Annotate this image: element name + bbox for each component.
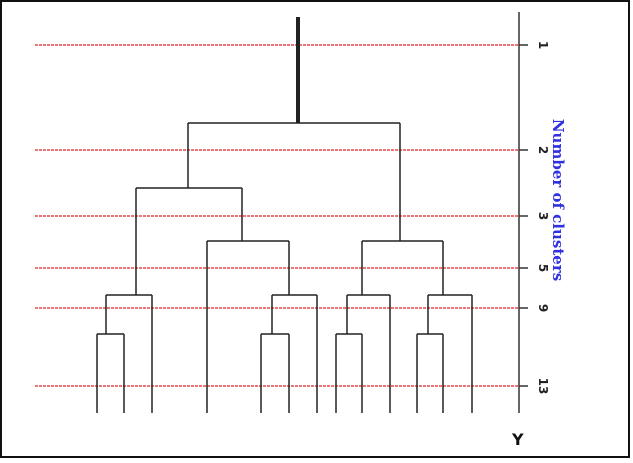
dendrogram-branches (96, 17, 473, 413)
cut-lines (35, 44, 519, 387)
y-axis-ticks: 1 2 3 5 9 13 (519, 41, 550, 395)
tick-label: 5 (536, 264, 550, 272)
axis-title: Number of clusters (549, 119, 567, 281)
tick-label: 9 (536, 304, 550, 312)
corner-label: Y (511, 430, 524, 449)
tick-label: 13 (536, 378, 550, 395)
tick-label: 2 (536, 146, 550, 154)
tick-label: 3 (536, 212, 550, 220)
tick-label: 1 (536, 41, 550, 49)
